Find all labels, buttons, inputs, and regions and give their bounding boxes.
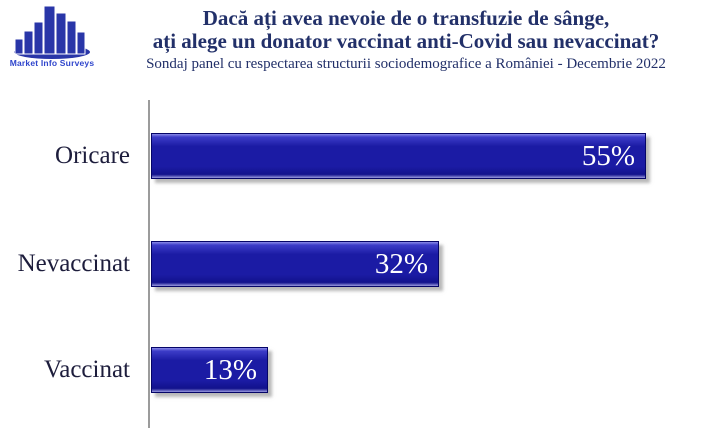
category-label-nevaccinat: Nevaccinat <box>17 250 130 277</box>
bar-row-vaccinat: Vaccinat 13% <box>0 347 268 393</box>
bar-oricare: 55% <box>151 133 646 179</box>
logo: Market Info Surveys <box>4 4 100 68</box>
chart-subtitle: Sondaj panel cu respectarea structurii s… <box>146 56 666 72</box>
chart-titles: Dacă ați avea nevoie de o transfuzie de … <box>100 7 712 73</box>
bar-row-oricare: Oricare 55% <box>0 133 646 179</box>
logo-bar-chart-icon <box>14 5 90 59</box>
value-label-oricare: 55% <box>581 139 635 172</box>
value-label-nevaccinat: 32% <box>374 247 428 280</box>
y-axis-line <box>148 100 150 428</box>
bar-vaccinat: 13% <box>151 347 268 393</box>
bar-row-nevaccinat: Nevaccinat 32% <box>0 241 439 287</box>
chart-title-line1: Dacă ați avea nevoie de o transfuzie de … <box>202 6 610 30</box>
chart-title-line2: ați alege un donator vaccinat anti-Covid… <box>152 29 660 53</box>
category-label-vaccinat: Vaccinat <box>43 356 130 383</box>
bar-nevaccinat: 32% <box>151 241 439 287</box>
value-label-vaccinat: 13% <box>203 353 257 386</box>
header: Market Info Surveys Dacă ați avea nevoie… <box>0 0 720 86</box>
logo-text: Market Info Surveys <box>9 58 95 68</box>
category-label-oricare: Oricare <box>55 142 130 169</box>
